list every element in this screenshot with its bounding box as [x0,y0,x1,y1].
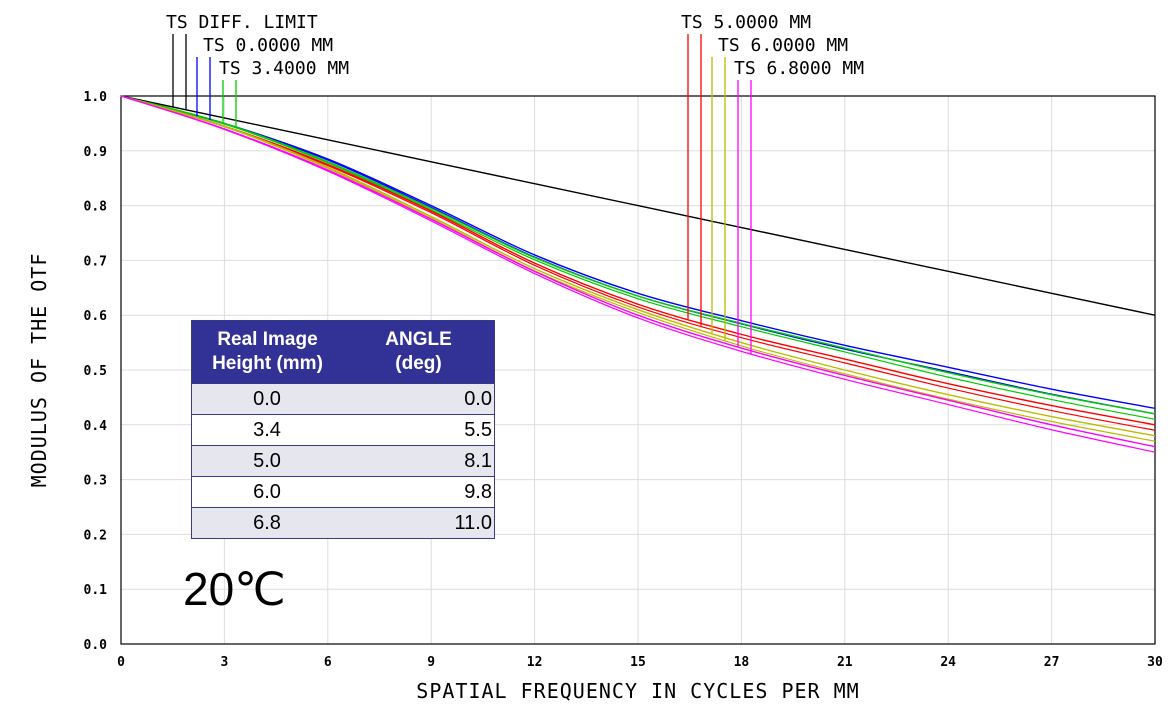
x-tick-label: 0 [117,655,125,670]
height-cell: 6.8 [253,512,281,534]
series-line-secondary [120,95,1156,420]
height-cell: 3.4 [253,419,281,441]
mtf-curves [120,95,1156,453]
series-line [120,95,1156,316]
table-row: 0.0 0.0 [192,383,494,414]
legend-label: TS 6.8000 MM [734,58,864,79]
x-tick-label: 9 [427,655,435,670]
series-line [120,95,1156,410]
table-row: 3.4 5.5 [192,414,494,445]
x-tick-label: 6 [324,655,332,670]
x-axis-label: SPATIAL FREQUENCY IN CYCLES PER MM [416,679,859,703]
angle-cell: 5.5 [464,419,492,441]
y-tick-label: 0.8 [84,200,108,215]
table-header: Real Image Height (mm) ANGLE (deg) [192,321,494,383]
y-tick-label: 0.2 [84,528,107,543]
y-tick-label: 0.3 [84,474,107,489]
legend-label: TS 3.4000 MM [219,58,349,79]
table-row: 6.8 11.0 [192,507,494,538]
image-height-angle-table: Real Image Height (mm) ANGLE (deg) 0.0 0.0 … [191,320,495,539]
header-angle: ANGLE (deg) [385,329,452,374]
x-tick-label: 27 [1044,655,1060,670]
header-height: Real Image Height (mm) [212,329,323,374]
legend-label: TS 0.0000 MM [203,35,333,56]
y-tick-label: 0.7 [84,254,107,269]
legend-label: TS 5.0000 MM [681,12,811,33]
x-tick-label: 18 [734,655,750,670]
y-tick-label: 0.0 [84,638,108,653]
y-tick-label: 0.9 [84,145,107,160]
table-row: 6.0 9.8 [192,476,494,507]
series-line-secondary [120,95,1156,453]
y-tick-labels: 0.0 0.1 0.2 0.3 0.4 0.5 0.6 0.7 0.8 0.9 1.0 [84,90,108,653]
y-axis-label: MODULUS OF THE OTF [27,253,51,488]
table-row: 5.0 8.1 [192,445,494,476]
series-line-secondary [120,95,1156,431]
x-tick-labels: 0 3 6 9 12 15 18 21 24 27 30 [117,655,1163,670]
series-line [120,95,1156,415]
x-tick-label: 15 [630,655,646,670]
plot-frame [120,95,1156,645]
height-cell: 0.0 [253,388,281,410]
temperature-label: 20℃ [183,563,286,615]
legend-label: TS DIFF. LIMIT [166,12,318,33]
angle-cell: 8.1 [464,450,492,472]
series-line [120,95,1156,426]
angle-cell: 0.0 [464,388,492,410]
series-line [120,95,1156,448]
series-line-secondary [120,95,1156,442]
angle-cell: 9.8 [464,481,492,503]
y-tick-label: 0.4 [84,419,108,434]
y-tick-label: 0.6 [84,309,108,324]
series-line [120,95,1156,437]
angle-cell: 11.0 [454,512,492,534]
y-tick-label: 0.5 [84,364,107,379]
y-tick-label: 1.0 [84,90,108,105]
legend-label: TS 6.0000 MM [718,35,848,56]
x-tick-label: 3 [220,655,228,670]
height-cell: 6.0 [253,481,281,503]
x-tick-label: 24 [940,655,956,670]
x-tick-label: 21 [837,655,853,670]
x-tick-label: 12 [527,655,543,670]
y-tick-label: 0.1 [84,583,108,598]
height-cell: 5.0 [253,450,281,472]
x-tick-label: 30 [1147,655,1163,670]
